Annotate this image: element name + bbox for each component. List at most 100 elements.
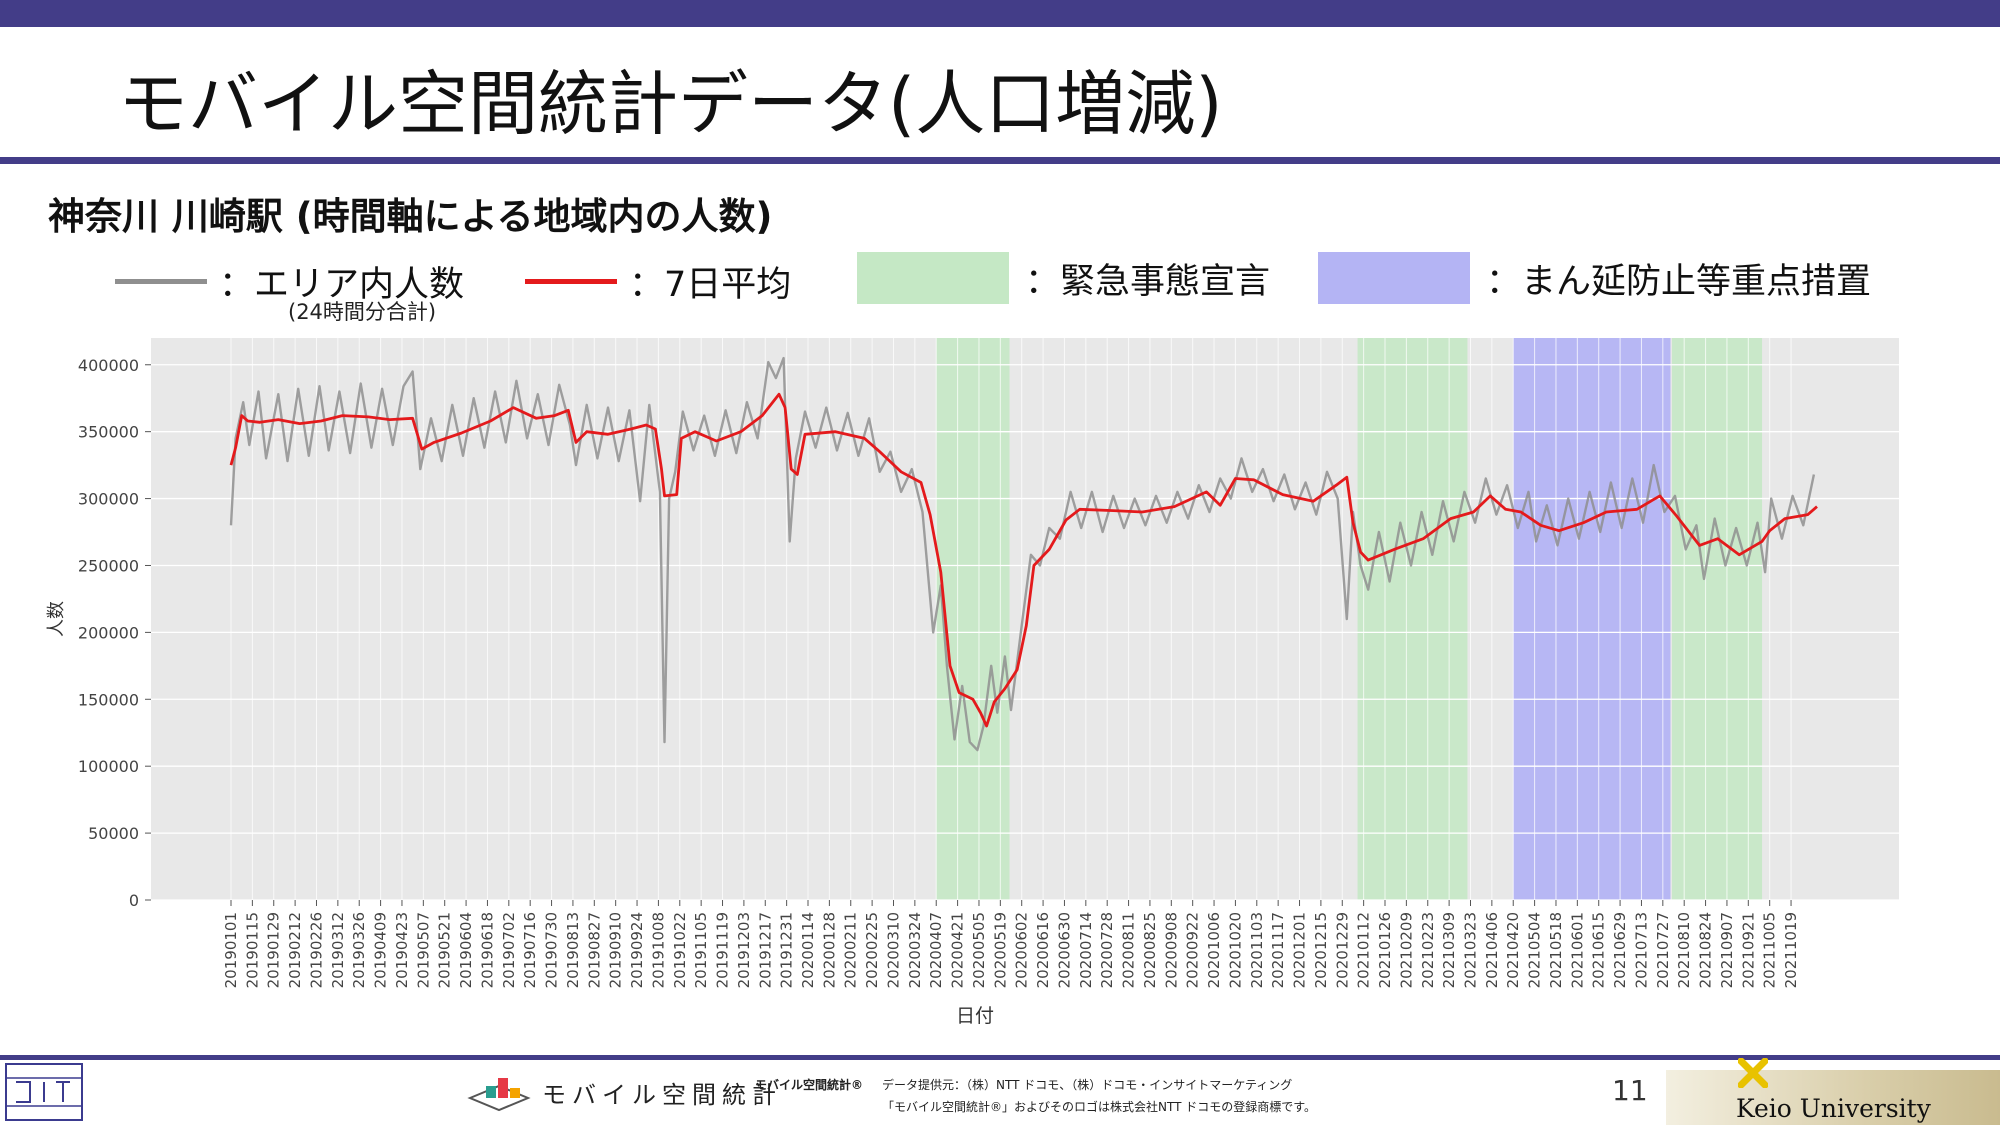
- legend-area-count: ：エリア内人数: [115, 256, 464, 307]
- legend-emergency-label: ：緊急事態宣言: [1025, 261, 1271, 302]
- x-tick-label: 20200630: [1055, 912, 1073, 988]
- keio-pen-icon: [1738, 1058, 1768, 1088]
- x-tick-label: 20200616: [1034, 912, 1052, 988]
- x-tick-label: 20201229: [1333, 912, 1351, 988]
- keio-banner: Keio University: [1666, 1058, 2000, 1125]
- footer-brand-small: モバイル空間統計®: [755, 1078, 864, 1092]
- x-tick-label: 20211005: [1761, 912, 1779, 988]
- legend-area-line: [115, 279, 207, 284]
- y-tick-label: 50000: [88, 824, 139, 843]
- x-tick-label: 20210907: [1718, 912, 1736, 988]
- x-tick-label: 20200922: [1184, 912, 1202, 988]
- x-tick-label: 20210727: [1654, 912, 1672, 988]
- y-tick-label: 200000: [78, 623, 139, 642]
- x-tick-label: 20200421: [949, 912, 967, 988]
- mobile-stats-logo-text: モバイル空間統計: [542, 1080, 782, 1109]
- x-tick-label: 20211019: [1782, 912, 1800, 988]
- legend-emergency: ：緊急事態宣言: [857, 252, 1270, 304]
- x-tick-label: 20190924: [628, 912, 646, 988]
- chart-subtitle: 神奈川 川崎駅 (時間軸による地域内の人数): [48, 195, 773, 238]
- legend-emergency-patch: [857, 252, 1009, 304]
- x-tick-label: 20191231: [778, 912, 796, 988]
- x-tick-label: 20210420: [1504, 912, 1522, 988]
- x-tick-label: 20190115: [243, 912, 261, 988]
- lab-logo-icon: [5, 1063, 83, 1121]
- top-accent-bar: [0, 0, 2000, 27]
- x-tick-label: 20210309: [1440, 912, 1458, 988]
- x-tick-label: 20190702: [500, 912, 518, 988]
- x-tick-label: 20200728: [1098, 912, 1116, 988]
- x-tick-label: 20210713: [1632, 912, 1650, 988]
- x-tick-label: 20210209: [1397, 912, 1415, 988]
- x-tick-label: 20200811: [1120, 912, 1138, 988]
- x-tick-label: 20191105: [692, 912, 710, 988]
- cube-logo-icon: [467, 1078, 531, 1112]
- x-tick-label: 20200407: [927, 912, 945, 988]
- footer-trademark: 「モバイル空間統計®」およびそのロゴは株式会社NTT ドコモの登録商標です。: [882, 1100, 1317, 1114]
- x-tick-label: 20200714: [1077, 912, 1095, 988]
- x-axis-label: 日付: [956, 1005, 994, 1027]
- x-tick-label: 20190716: [521, 912, 539, 988]
- x-tick-label: 20190312: [329, 912, 347, 988]
- x-tick-label: 20190409: [372, 912, 390, 988]
- x-tick-label: 20200225: [863, 912, 881, 988]
- x-tick-label: 20210921: [1739, 912, 1757, 988]
- x-tick-label: 20190129: [265, 912, 283, 988]
- x-tick-label: 20190827: [585, 912, 603, 988]
- x-tick-label: 20210223: [1419, 912, 1437, 988]
- x-tick-label: 20201006: [1205, 912, 1223, 988]
- mobile-stats-logo: モバイル空間統計: [466, 1072, 782, 1112]
- x-tick-label: 20190813: [564, 912, 582, 988]
- x-tick-label: 20200211: [842, 912, 860, 988]
- x-tick-label: 20210601: [1568, 912, 1586, 988]
- university-name: Keio University: [1736, 1094, 1931, 1123]
- shaded-period-emergency: [936, 338, 1010, 900]
- x-tick-label: 20210323: [1461, 912, 1479, 988]
- x-tick-label: 20210504: [1526, 912, 1544, 988]
- legend-semi-emergency: ：まん延防止等重点措置: [1318, 252, 1871, 304]
- y-tick-label: 400000: [78, 356, 139, 375]
- x-tick-label: 20210629: [1611, 912, 1629, 988]
- x-tick-label: 20190521: [436, 912, 454, 988]
- x-tick-label: 20200505: [970, 912, 988, 988]
- y-tick-label: 300000: [78, 490, 139, 509]
- legend-area-note: (24時間分合計): [288, 300, 437, 324]
- legend-7day-average: ：7日平均: [525, 256, 791, 307]
- x-tick-label: 20210824: [1697, 912, 1715, 988]
- y-axis-label: 人数: [46, 601, 67, 637]
- x-tick-label: 20191217: [756, 912, 774, 988]
- x-tick-label: 20200519: [991, 912, 1009, 988]
- y-tick-label: 350000: [78, 423, 139, 442]
- x-tick-label: 20201103: [1248, 912, 1266, 988]
- slide-title: モバイル空間統計データ(人口増減): [118, 63, 1223, 145]
- x-tick-label: 20190730: [543, 912, 561, 988]
- population-chart: 0 50000 100000 150000 200000 250000 300000 3500…: [46, 338, 1899, 1027]
- x-tick-label: 20210615: [1590, 912, 1608, 988]
- series-line: [229, 356, 1816, 752]
- x-tick-label: 20200114: [799, 912, 817, 988]
- legend-semi-patch: [1318, 252, 1470, 304]
- bottom-rule: [0, 1055, 2000, 1060]
- x-tick-label: 20210518: [1547, 912, 1565, 988]
- x-tick-label: 20210406: [1483, 912, 1501, 988]
- legend-semi-label: ：まん延防止等重点措置: [1486, 261, 1872, 302]
- x-tick-label: 20190910: [607, 912, 625, 988]
- x-tick-label: 20200324: [906, 912, 924, 988]
- x-tick-label: 20201020: [1226, 912, 1244, 988]
- legend-avg-label: ：7日平均: [629, 265, 792, 305]
- x-tick-label: 20190507: [414, 912, 432, 988]
- page-number: 11: [1612, 1074, 1648, 1107]
- x-tick-label: 20190326: [350, 912, 368, 988]
- x-tick-label: 20200310: [884, 912, 902, 988]
- x-tick-label: 20210112: [1355, 912, 1373, 988]
- x-tick-label: 20191022: [671, 912, 689, 988]
- x-tick-label: 20190604: [457, 912, 475, 988]
- y-tick-label: 100000: [78, 757, 139, 776]
- x-tick-label: 20201201: [1291, 912, 1309, 988]
- title-rule: [0, 157, 2000, 164]
- x-tick-label: 20200825: [1141, 912, 1159, 988]
- x-tick-label: 20191119: [714, 912, 732, 988]
- legend-avg-line: [525, 279, 617, 284]
- x-tick-label: 20190101: [222, 912, 240, 988]
- x-tick-label: 20201215: [1312, 912, 1330, 988]
